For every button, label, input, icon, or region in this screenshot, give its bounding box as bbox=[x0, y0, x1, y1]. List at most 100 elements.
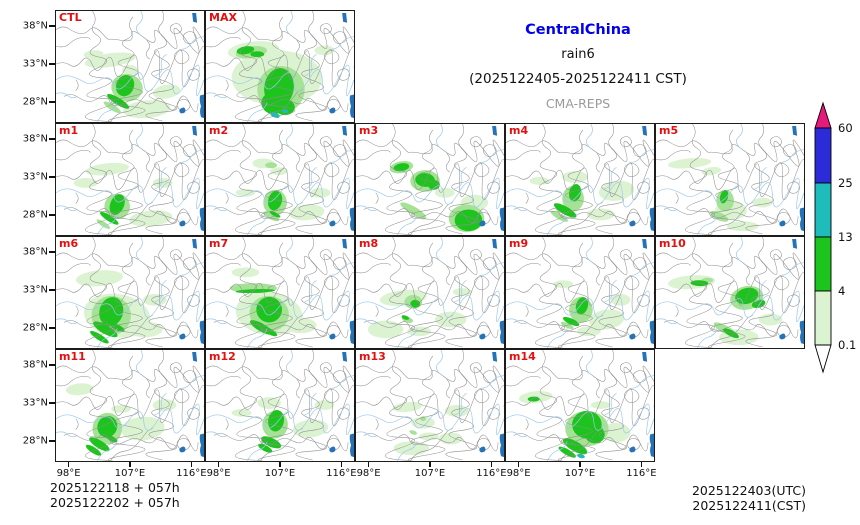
rivers bbox=[656, 124, 804, 235]
panel-label-m8: m8 bbox=[359, 237, 379, 250]
lat-tick-label: 38°N bbox=[22, 359, 48, 371]
colorbar-under-arrow bbox=[814, 344, 832, 374]
lat-tick-label: 28°N bbox=[22, 322, 48, 334]
lat-tick-label: 33°N bbox=[22, 397, 48, 409]
title-model: CMA-REPS bbox=[545, 96, 611, 111]
map-panel-m7: m7 bbox=[205, 236, 355, 349]
lakes bbox=[779, 125, 804, 232]
lakes bbox=[179, 12, 204, 119]
panel-label-m4: m4 bbox=[509, 124, 529, 137]
lat-tick-label: 28°N bbox=[22, 96, 48, 108]
lon-tick-label: 98°E bbox=[206, 468, 231, 479]
precip-blob bbox=[152, 84, 181, 99]
precip-blob bbox=[758, 313, 783, 326]
panel-label-m11: m11 bbox=[59, 350, 86, 363]
panel-label-m7: m7 bbox=[209, 237, 229, 250]
precip-blob bbox=[65, 383, 94, 396]
precip-blob bbox=[667, 158, 712, 169]
map-canvas-m2 bbox=[206, 124, 354, 235]
precip-blob bbox=[529, 177, 550, 185]
panel-label-m12: m12 bbox=[209, 350, 236, 363]
precip-blob bbox=[93, 321, 118, 338]
map-canvas-m6 bbox=[56, 237, 204, 348]
panel-label-MAX: MAX bbox=[209, 11, 237, 24]
lat-tick-mark bbox=[49, 25, 55, 27]
precip-blob bbox=[250, 51, 265, 58]
province-boundaries bbox=[656, 124, 804, 235]
footer-valid-times: 2025122403(UTC) 2025122411(CST) bbox=[640, 483, 806, 513]
map-canvas-m8 bbox=[356, 237, 504, 348]
lon-tick-mark bbox=[490, 462, 492, 467]
rivers bbox=[356, 237, 504, 348]
map-canvas-m1 bbox=[56, 124, 204, 235]
lon-tick-mark bbox=[129, 462, 131, 467]
footer-valid-cst: 2025122411(CST) bbox=[692, 498, 806, 513]
precip-blob bbox=[269, 211, 281, 218]
province-boundaries bbox=[206, 237, 354, 348]
precip-shading bbox=[73, 162, 173, 229]
rivers bbox=[56, 11, 204, 122]
map-panel-m3: m3 bbox=[355, 123, 505, 236]
map-canvas-m11 bbox=[56, 350, 204, 461]
rivers bbox=[356, 124, 504, 235]
lakes bbox=[179, 125, 204, 232]
map-panel-m5: m5 bbox=[655, 123, 805, 236]
lat-tick-mark bbox=[49, 440, 55, 442]
map-canvas-m4 bbox=[506, 124, 654, 235]
lon-tick-mark bbox=[279, 462, 281, 467]
colorbar-tick-label: 60 bbox=[838, 121, 853, 135]
lakes bbox=[479, 125, 504, 232]
precip-blob bbox=[553, 280, 574, 289]
precip-blob bbox=[85, 162, 129, 176]
precip-blob bbox=[401, 315, 410, 320]
map-canvas-m12 bbox=[206, 350, 354, 461]
lon-tick-mark bbox=[190, 462, 192, 467]
precip-blob bbox=[367, 320, 404, 339]
precip-shading bbox=[83, 50, 181, 119]
precip-blob bbox=[550, 210, 568, 222]
precip-blob bbox=[261, 436, 282, 449]
precip-blob bbox=[588, 309, 625, 330]
precip-blob bbox=[109, 194, 125, 215]
map-canvas-m7 bbox=[206, 237, 354, 348]
precip-blob bbox=[235, 288, 276, 294]
lakes bbox=[179, 351, 204, 458]
lat-tick-mark bbox=[49, 101, 55, 103]
map-canvas-m3 bbox=[356, 124, 504, 235]
panel-label-m3: m3 bbox=[359, 124, 379, 137]
province-boundaries bbox=[206, 124, 354, 235]
lat-tick-mark bbox=[49, 327, 55, 329]
map-canvas-m5 bbox=[656, 124, 804, 235]
footer-init-line1: 2025122118 + 057h bbox=[50, 480, 180, 495]
precip-shading bbox=[65, 383, 177, 456]
lat-tick-label: 38°N bbox=[22, 133, 48, 145]
rivers bbox=[206, 11, 354, 122]
precip-blob bbox=[231, 408, 252, 417]
title-block: CentralChina rain6 (2025122405-202512241… bbox=[418, 22, 738, 111]
precip-shading bbox=[229, 267, 317, 337]
precip-blob bbox=[310, 187, 331, 198]
precip-blob bbox=[121, 416, 165, 441]
precip-shading bbox=[667, 158, 773, 232]
rivers bbox=[56, 237, 204, 348]
rivers bbox=[206, 124, 354, 235]
lon-tick-label: 116°E bbox=[626, 468, 657, 479]
map-panel-m11: m11 bbox=[55, 349, 205, 462]
map-panel-CTL: CTL bbox=[55, 10, 205, 123]
map-panel-m1: m1 bbox=[55, 123, 205, 236]
rivers bbox=[506, 124, 654, 235]
precip-blob bbox=[393, 441, 430, 456]
precip-blob bbox=[577, 326, 601, 337]
precip-blob bbox=[454, 209, 483, 232]
rivers bbox=[206, 350, 354, 461]
precip-blob bbox=[400, 202, 427, 219]
map-panel-MAX: MAX bbox=[205, 10, 355, 123]
precip-blob bbox=[268, 409, 285, 432]
colorbar: 60 25 13 4 0.1 bbox=[814, 101, 856, 374]
map-canvas-MAX bbox=[206, 11, 354, 122]
colorbar-segment bbox=[814, 127, 832, 184]
precip-blob bbox=[577, 453, 585, 459]
precip-blob bbox=[562, 438, 588, 455]
map-panel-m10: m10 bbox=[655, 236, 805, 349]
lakes bbox=[329, 238, 354, 345]
